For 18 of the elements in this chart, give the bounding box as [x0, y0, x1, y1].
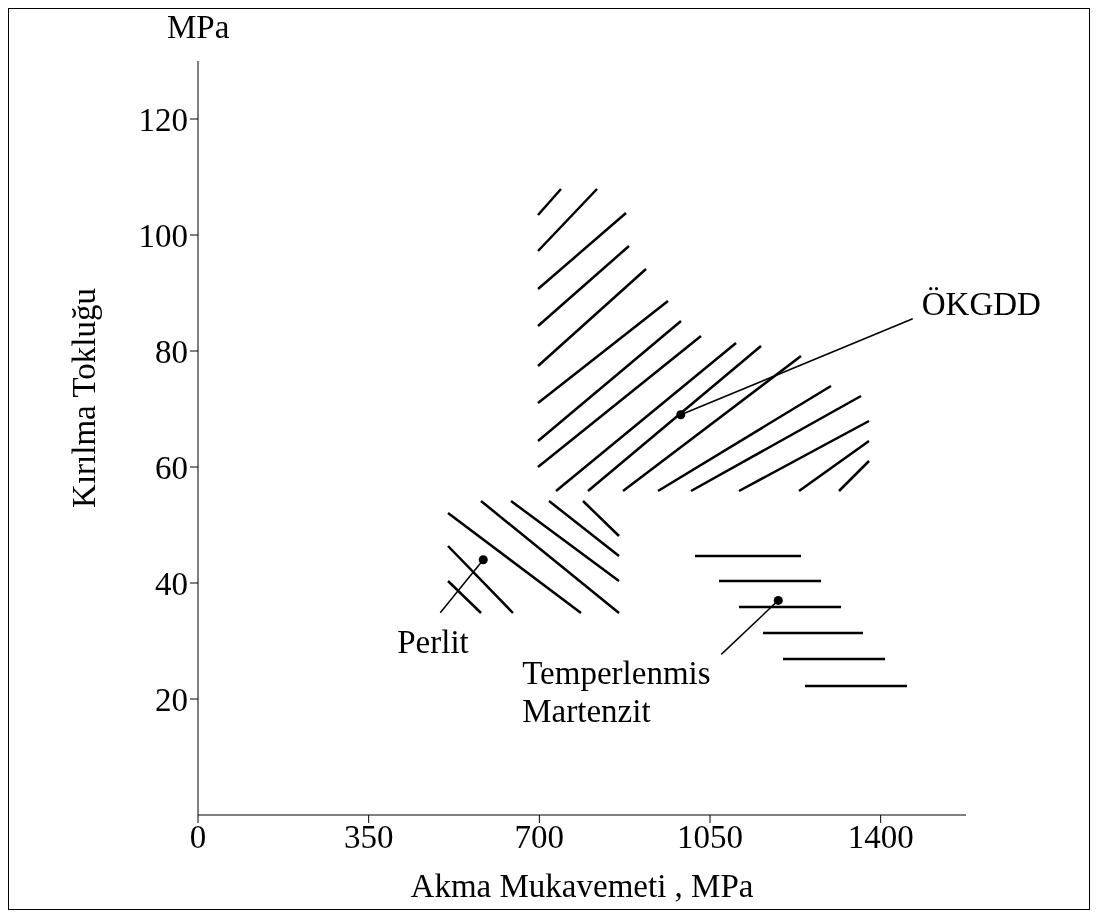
- y-tick-label: 40: [155, 565, 188, 602]
- y-tick-label: 100: [138, 217, 188, 254]
- x-tick-label: 700: [514, 819, 565, 856]
- annotation: ÖKGDD: [921, 284, 1042, 323]
- x-axis-title: Akma Mukavemeti , MPa: [410, 868, 754, 904]
- x-tick-label: 350: [343, 819, 394, 856]
- x-tick-label: 1050: [677, 819, 743, 856]
- x-tick-label: 1400: [847, 819, 914, 856]
- y-tick-label: 120: [138, 101, 188, 138]
- text: MPa: [167, 9, 230, 46]
- annotation: Perlit: [397, 622, 470, 661]
- y-tick-label: 80: [155, 333, 188, 370]
- point: [773, 595, 783, 605]
- annotation: Temperlenmis Martenzit: [522, 654, 712, 731]
- x-tick-label: 0: [189, 819, 207, 856]
- y-axis-title: Kırılma Tokluğu: [66, 288, 102, 508]
- y-tick-label: 60: [155, 449, 188, 486]
- y-tick-label: 20: [155, 681, 188, 718]
